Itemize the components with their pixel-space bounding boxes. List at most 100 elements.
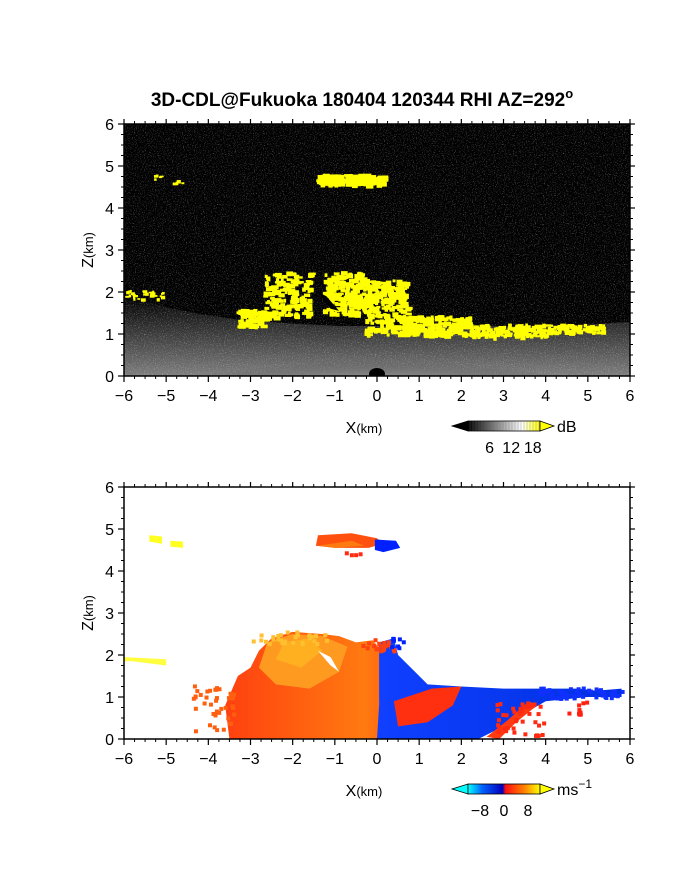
velocity-cell: [567, 711, 572, 716]
velocity-cell: [195, 689, 200, 694]
snr-cloud-cell: [175, 181, 179, 186]
velocity-cell: [205, 689, 210, 694]
snr-cloud-cell: [371, 280, 377, 284]
snr-cloud-cell: [385, 304, 391, 310]
snr-cloud-cell: [126, 291, 130, 295]
snr-cloud-cell: [322, 291, 328, 297]
snr-cloud-cell: [328, 299, 335, 304]
velocity-colorbar-low-arrow: [450, 783, 469, 795]
snr-cloud-cell: [452, 327, 459, 331]
snr-cloud-cell: [330, 178, 335, 183]
snr-cloud-cell: [345, 182, 354, 187]
snr-cloud-cell: [449, 323, 456, 328]
snr-cloud-cell: [406, 333, 412, 337]
snr-cloud-cell: [279, 288, 287, 292]
velocity-yellow-patch: [149, 535, 162, 544]
velocity-cell: [391, 636, 396, 641]
snr-cloud-cell: [257, 320, 265, 326]
snr-cloud-cell: [495, 330, 501, 335]
snr-cloud-cell: [287, 311, 291, 315]
snr-cloud-cell: [395, 325, 402, 331]
snr-cloud-cell: [334, 273, 339, 276]
snr-cloud-cell: [406, 323, 411, 328]
snr-cloud-cell: [416, 320, 419, 324]
velocity-cell: [193, 729, 198, 734]
snr-cloud-cell: [366, 313, 372, 317]
snr-x-tick-label: 3: [499, 388, 508, 405]
snr-cloud-cell: [364, 330, 371, 336]
velocity-colorbar-high-arrow: [539, 783, 556, 795]
snr-cloud-cell: [471, 333, 478, 338]
snr-cloud-cell: [598, 323, 603, 328]
snr-y-tick-label: 4: [105, 201, 114, 218]
velocity-cell: [278, 633, 283, 638]
velocity-cell: [267, 641, 272, 646]
snr-y-tick-label: 6: [105, 117, 114, 134]
snr-cloud-cell: [342, 300, 347, 306]
snr-cloud-cell: [390, 295, 396, 300]
snr-cloud-cell: [547, 329, 553, 332]
velocity-cell: [323, 633, 328, 638]
velocity-cell: [276, 637, 281, 642]
snr-cloud-cell: [343, 311, 347, 317]
velocity-cell: [310, 634, 315, 639]
snr-cloud-cell: [384, 313, 390, 318]
snr-colorbar-ticks: 6 12 18: [485, 440, 542, 457]
velocity-cell: [204, 695, 209, 700]
snr-cloud-cell: [529, 334, 536, 337]
snr-cloud-cell: [426, 316, 431, 322]
velocity-cell: [613, 693, 618, 698]
snr-cloud-cell: [399, 330, 405, 335]
snr-cloud-cell: [129, 289, 132, 293]
velocity-gap: [317, 650, 340, 672]
snr-cloud-cell: [484, 331, 489, 334]
velocity-cell: [213, 713, 218, 718]
snr-colorbar-unit: dB: [557, 419, 577, 436]
snr-x-tick-label: −5: [157, 388, 175, 405]
snr-cloud-cell: [503, 335, 507, 339]
velocity-cell: [354, 553, 359, 558]
snr-cloud-cell: [372, 283, 378, 287]
velocity-cell: [259, 633, 264, 638]
snr-cloud-cell: [365, 310, 370, 315]
snr-cloud-cell: [500, 330, 507, 334]
snr-cloud-cell: [382, 286, 390, 291]
snr-cloud-cell: [370, 175, 377, 181]
snr-cloud-cell: [283, 298, 287, 303]
snr-cloud-cell: [376, 180, 385, 185]
velocity-cell: [397, 637, 402, 642]
velocity-colorbar-tick-label: −8: [471, 803, 489, 820]
snr-cloud-cell: [463, 325, 470, 330]
snr-cloud-cell: [254, 323, 258, 330]
snr-cloud-cell: [305, 303, 313, 309]
snr-cloud-cell: [464, 333, 468, 339]
snr-cloud-cell: [567, 323, 575, 328]
snr-cloud-cell: [350, 308, 355, 312]
snr-cloud-cell: [240, 309, 248, 314]
snr-cloud-cell: [468, 316, 473, 321]
snr-cloud-cell: [352, 285, 359, 291]
snr-cloud-cell: [348, 178, 355, 184]
velocity-cell: [219, 706, 224, 711]
snr-cloud-cell: [477, 334, 482, 338]
snr-cloud-cell: [522, 332, 529, 337]
velocity-cell: [202, 701, 207, 706]
snr-cloud-cell: [375, 286, 383, 289]
snr-cloud-cell: [533, 330, 538, 333]
snr-cloud-cell: [365, 319, 370, 325]
snr-cloud-cell: [283, 283, 290, 287]
snr-cloud-cell: [465, 333, 471, 337]
snr-cloud-cell: [540, 335, 543, 340]
velocity-x-tick-label: −3: [241, 751, 259, 768]
velocity-cell: [221, 727, 226, 732]
snr-cloud-cell: [439, 322, 446, 326]
velocity-cell: [312, 639, 317, 644]
snr-cloud-cell: [368, 303, 373, 307]
velocity-cell: [581, 701, 586, 706]
snr-cloud-cell: [348, 302, 356, 308]
snr-cloud-cell: [251, 323, 256, 328]
snr-cloud-cell: [485, 323, 490, 328]
snr-cloud-cell: [128, 290, 131, 294]
velocity-cell: [230, 696, 235, 701]
